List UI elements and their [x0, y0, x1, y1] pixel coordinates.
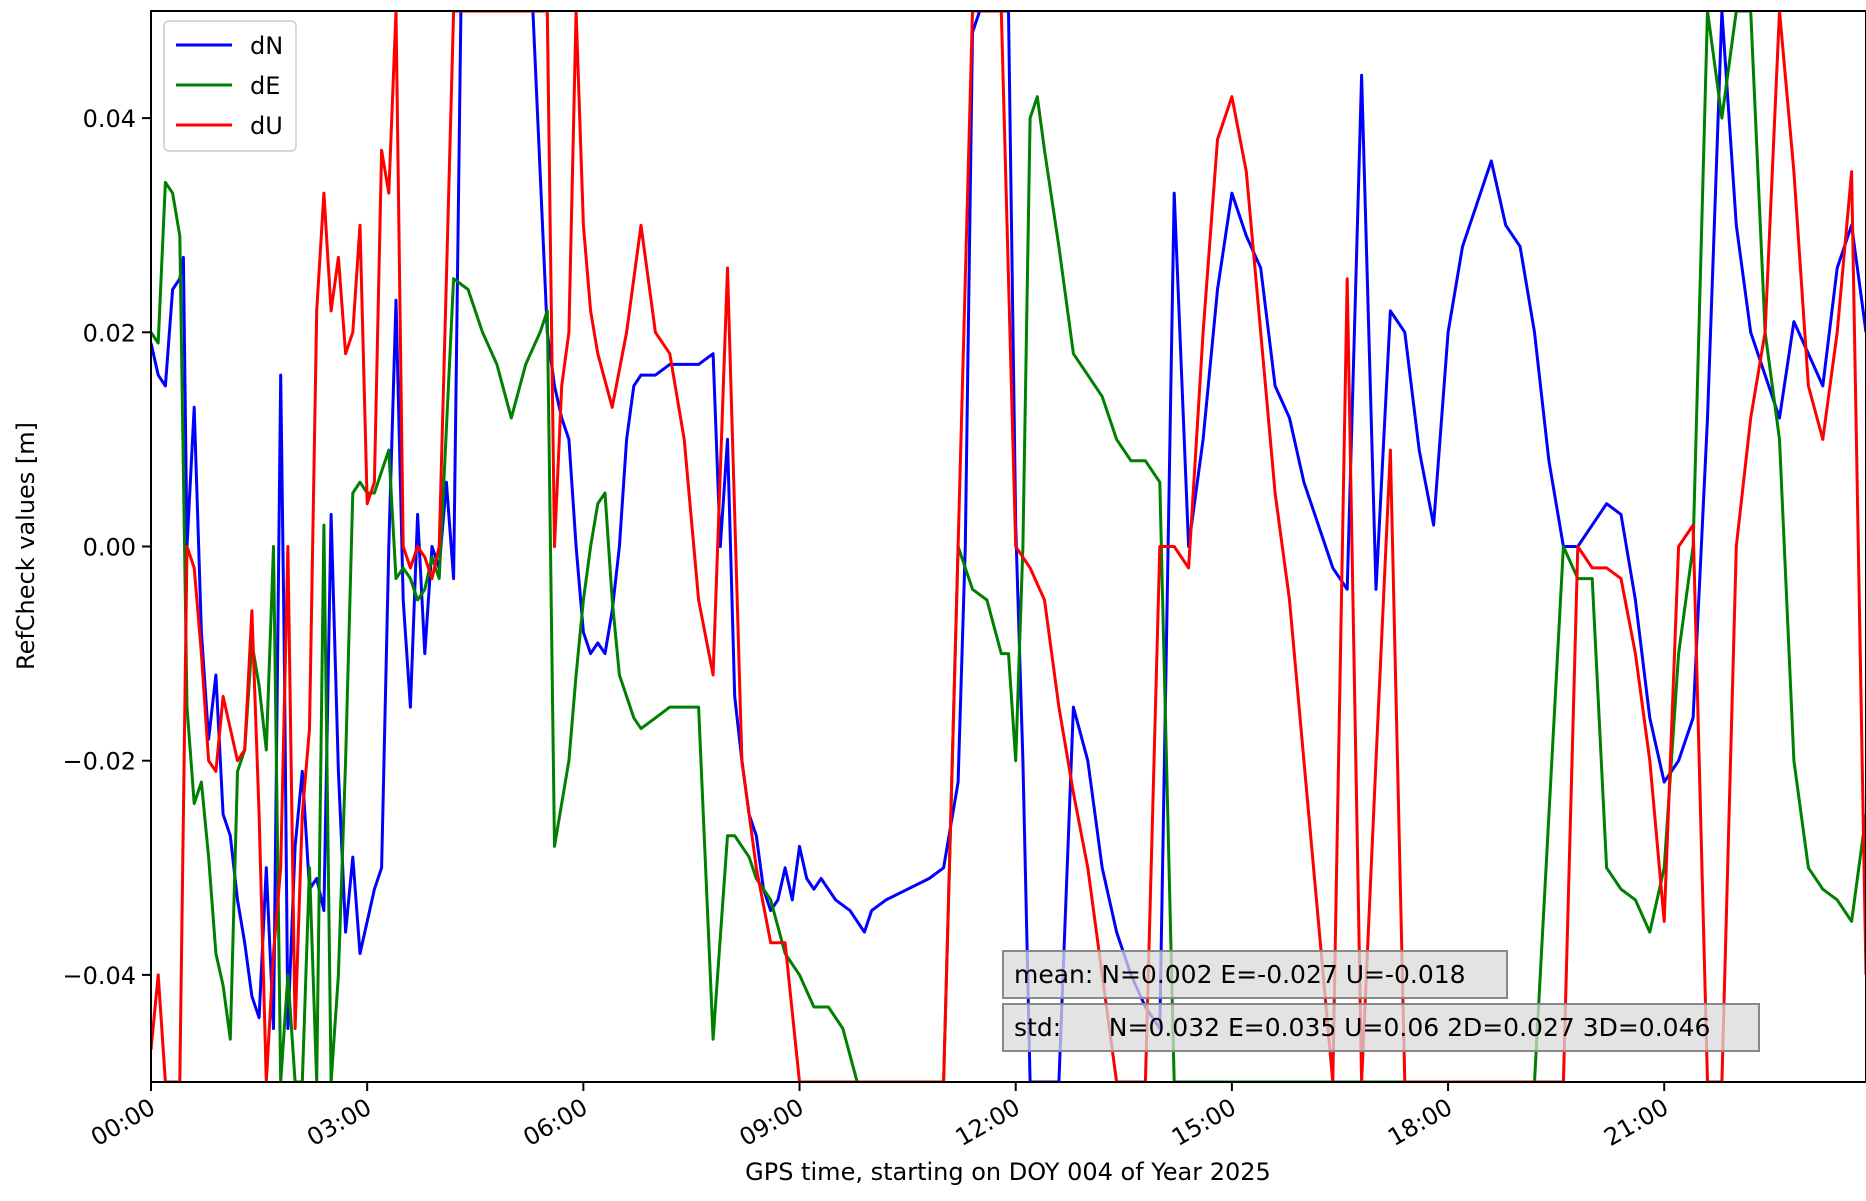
- y-tick-label: 0.02: [83, 319, 136, 347]
- legend-label-dn: dN: [250, 32, 283, 60]
- x-tick-label: 03:00: [302, 1093, 376, 1152]
- x-tick-label: 21:00: [1599, 1093, 1673, 1152]
- y-tick-label: 0.00: [83, 534, 136, 562]
- y-tick-label: −0.02: [62, 748, 136, 776]
- y-tick-label: −0.04: [62, 962, 136, 990]
- x-tick-label: 09:00: [735, 1093, 809, 1152]
- series-line-de: [151, 11, 1866, 1082]
- y-tick-label: 0.04: [83, 105, 136, 133]
- legend: dN dE dU: [163, 20, 297, 152]
- legend-label-de: dE: [250, 72, 280, 100]
- stats-annotations: mean: N=0.002 E=-0.027 U=-0.018 std: N=0…: [1002, 950, 1760, 1052]
- std-text: std: N=0.032 E=0.035 U=0.06 2D=0.027 3D=…: [1014, 1013, 1710, 1042]
- std-box: [1002, 1003, 1760, 1052]
- series-line-du: [151, 11, 1866, 1082]
- series-layer: [151, 11, 1866, 1082]
- series-line-dn: [151, 11, 1866, 1082]
- mean-text: mean: N=0.002 E=-0.027 U=-0.018: [1014, 960, 1466, 989]
- x-tick-label: 06:00: [518, 1093, 592, 1152]
- x-axis-label: GPS time, starting on DOY 004 of Year 20…: [745, 1158, 1271, 1186]
- x-tick-label: 15:00: [1167, 1093, 1241, 1152]
- legend-label-du: dU: [250, 112, 283, 140]
- x-tick-label: 12:00: [951, 1093, 1025, 1152]
- y-axis-label: RefCheck values [m]: [12, 422, 40, 670]
- x-tick-label: 00:00: [86, 1093, 160, 1152]
- x-tick-label: 18:00: [1383, 1093, 1457, 1152]
- plot-area: [151, 11, 1866, 1082]
- mean-box: [1002, 950, 1508, 999]
